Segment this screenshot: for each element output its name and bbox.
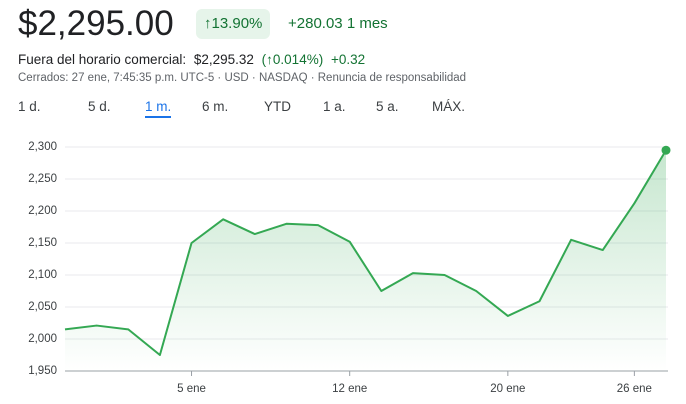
range-tab[interactable]: 1 m. bbox=[145, 99, 172, 118]
after-hours-label: Fuera del horario comercial: bbox=[18, 52, 187, 67]
y-tick-label: 2,250 bbox=[28, 173, 57, 185]
y-tick-label: 2,100 bbox=[28, 269, 57, 281]
range-tab[interactable]: 5 a. bbox=[376, 99, 399, 114]
range-tab[interactable]: 6 m. bbox=[202, 99, 229, 114]
change-value: +280.03 bbox=[288, 15, 343, 32]
last-point bbox=[661, 145, 671, 155]
x-tick-label: 20 ene bbox=[490, 383, 525, 395]
x-tick-label: 5 ene bbox=[177, 383, 206, 395]
area-fill bbox=[65, 150, 666, 371]
change-period-label: 1 mes bbox=[346, 15, 388, 32]
range-tab[interactable]: YTD bbox=[264, 99, 291, 114]
after-hours-percent: (↑0.014%) bbox=[261, 52, 324, 67]
range-tab[interactable]: 1 d. bbox=[18, 99, 41, 114]
y-tick-label: 1,950 bbox=[28, 365, 57, 377]
price-line bbox=[64, 149, 667, 356]
after-hours-change: +0.32 bbox=[330, 52, 366, 67]
y-tick-label: 2,000 bbox=[28, 333, 57, 345]
y-tick-label: 2,300 bbox=[28, 141, 57, 153]
y-tick-label: 2,200 bbox=[28, 205, 57, 217]
y-tick-label: 2,050 bbox=[28, 301, 57, 313]
range-tab[interactable]: MÁX. bbox=[432, 99, 466, 114]
after-hours-price: $2,295.32 bbox=[193, 52, 254, 67]
range-tab[interactable]: 5 d. bbox=[88, 99, 111, 114]
after-hours-row: Fuera del horario comercial: $2,295.32 (… bbox=[18, 52, 369, 67]
price: $2,295.00 bbox=[18, 4, 174, 43]
change-percent-badge: ↑13.90% bbox=[196, 9, 271, 39]
y-tick-label: 2,150 bbox=[28, 237, 57, 249]
range-tab[interactable]: 1 a. bbox=[323, 99, 346, 114]
status-line: Cerrados: 27 ene, 7:45:35 p.m. UTC-5 · U… bbox=[18, 72, 467, 84]
change-period: +280.03 1 mes bbox=[288, 15, 388, 32]
x-tick-label: 12 ene bbox=[332, 383, 367, 395]
x-tick-label: 26 ene bbox=[617, 383, 652, 395]
